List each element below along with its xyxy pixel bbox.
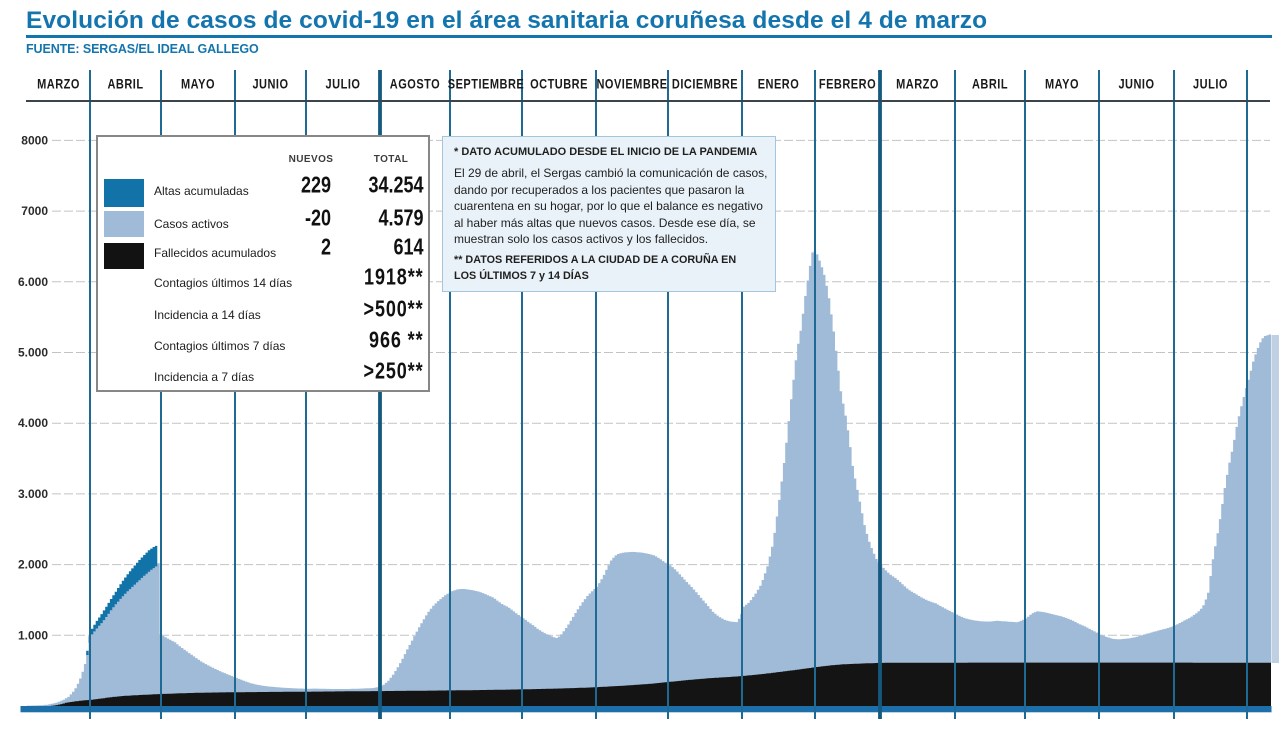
svg-text:8000: 8000	[21, 133, 48, 147]
svg-text:JULIO: JULIO	[326, 76, 361, 92]
svg-text:ENERO: ENERO	[758, 76, 800, 92]
svg-text:2.000: 2.000	[18, 558, 48, 572]
svg-text:MARZO: MARZO	[896, 76, 939, 92]
svg-text:SEPTIEMBRE: SEPTIEMBRE	[448, 76, 524, 92]
svg-text:JUNIO: JUNIO	[1118, 76, 1154, 92]
svg-text:DICIEMBRE: DICIEMBRE	[672, 76, 738, 92]
svg-text:NOVIEMBRE: NOVIEMBRE	[596, 76, 667, 92]
svg-text:MAYO: MAYO	[181, 76, 215, 92]
svg-text:1.000: 1.000	[18, 628, 48, 642]
svg-text:4.000: 4.000	[18, 416, 48, 430]
svg-text:JULIO: JULIO	[1193, 76, 1228, 92]
svg-text:OCTUBRE: OCTUBRE	[530, 76, 588, 92]
svg-text:5.000: 5.000	[18, 346, 48, 360]
svg-text:MARZO: MARZO	[37, 76, 80, 92]
svg-text:7000: 7000	[21, 204, 48, 218]
svg-text:MAYO: MAYO	[1045, 76, 1079, 92]
svg-text:3.000: 3.000	[18, 487, 48, 501]
svg-text:6.000: 6.000	[18, 275, 48, 289]
svg-text:ABRIL: ABRIL	[107, 76, 143, 92]
svg-text:FEBRERO: FEBRERO	[819, 76, 876, 92]
svg-text:AGOSTO: AGOSTO	[390, 76, 440, 92]
svg-text:ABRIL: ABRIL	[972, 76, 1008, 92]
svg-text:JUNIO: JUNIO	[252, 76, 288, 92]
